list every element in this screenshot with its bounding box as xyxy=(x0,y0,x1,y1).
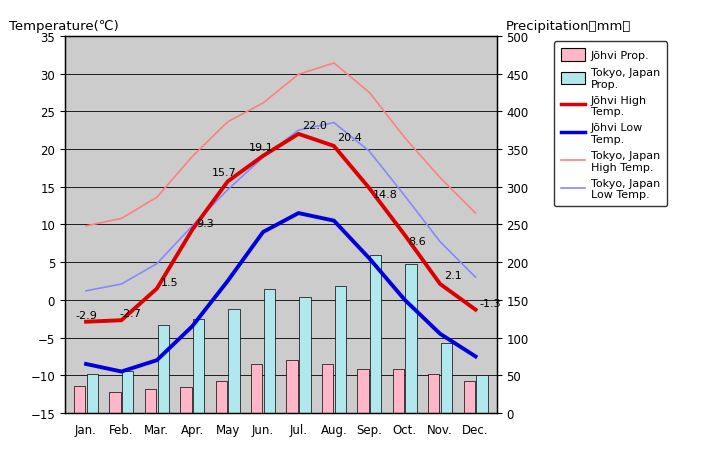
Text: 1.5: 1.5 xyxy=(161,277,178,287)
Bar xyxy=(441,343,452,413)
Text: Precipitation（mm）: Precipitation（mm） xyxy=(505,20,631,33)
Text: -2.9: -2.9 xyxy=(76,310,97,320)
Text: 15.7: 15.7 xyxy=(212,168,236,178)
Bar xyxy=(264,289,275,413)
Bar xyxy=(300,297,310,413)
Bar xyxy=(322,364,333,413)
Bar xyxy=(464,381,475,413)
Text: 8.6: 8.6 xyxy=(408,236,426,246)
Bar xyxy=(216,381,227,413)
Bar xyxy=(392,369,404,413)
Legend: Jõhvi Prop., Tokyo, Japan
Prop., Jõhvi High
Temp., Jõhvi Low
Temp., Tokyo, Japan: Jõhvi Prop., Tokyo, Japan Prop., Jõhvi H… xyxy=(554,42,667,207)
Bar xyxy=(335,286,346,413)
Text: 2.1: 2.1 xyxy=(444,270,462,280)
Bar xyxy=(122,371,133,413)
Bar xyxy=(86,374,98,413)
Text: 20.4: 20.4 xyxy=(338,133,362,143)
Text: 19.1: 19.1 xyxy=(249,142,274,152)
Text: 14.8: 14.8 xyxy=(373,190,397,200)
Bar xyxy=(428,374,439,413)
Bar xyxy=(370,255,382,413)
Text: -1.3: -1.3 xyxy=(479,298,500,308)
Text: 9.3: 9.3 xyxy=(196,218,214,229)
Text: Temperature(℃): Temperature(℃) xyxy=(9,20,118,33)
Text: 22.0: 22.0 xyxy=(302,121,327,130)
Bar xyxy=(180,387,192,413)
Bar xyxy=(287,360,298,413)
Bar xyxy=(193,319,204,413)
Bar xyxy=(405,265,417,413)
Bar xyxy=(109,392,121,413)
Bar xyxy=(74,386,86,413)
Bar xyxy=(476,375,487,413)
Bar xyxy=(158,325,169,413)
Text: -2.7: -2.7 xyxy=(120,309,142,319)
Bar xyxy=(251,364,262,413)
Bar xyxy=(145,389,156,413)
Bar xyxy=(228,309,240,413)
Bar xyxy=(357,369,369,413)
